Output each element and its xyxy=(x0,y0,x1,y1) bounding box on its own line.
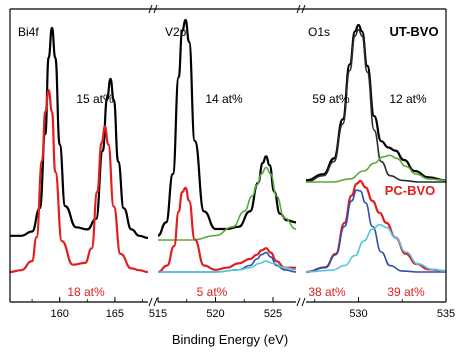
series-line-ut-bvo-fit-lattice-o xyxy=(305,28,447,183)
annotation-lower: 5 at% xyxy=(197,285,228,299)
x-tick-label: 525 xyxy=(264,308,282,320)
series-line-pc-bvo-fit-v5 xyxy=(158,251,297,273)
series-line-ut-bvo-fit xyxy=(158,166,297,241)
annotation-upper: 15 at% xyxy=(76,92,114,106)
series-line-pc-bvo-fit-surface-o xyxy=(305,223,447,273)
series-line-ut-bvo xyxy=(10,26,149,239)
x-tick-label: 520 xyxy=(206,308,224,320)
sample-label-bottom: PC-BVO xyxy=(385,183,436,198)
annotation-lower-right: 39 at% xyxy=(387,285,425,299)
series-line-ut-bvo-fit-surface-o xyxy=(306,154,447,183)
x-axis-label: Binding Energy (eV) xyxy=(172,332,288,347)
bi4f-panel: 160 165 Bi4f 15 at% 18 at% xyxy=(9,25,149,320)
annotation-lower-left: 38 at% xyxy=(308,285,346,299)
sample-label-top: UT-BVO xyxy=(389,24,438,39)
axis-break-mark xyxy=(296,297,301,307)
axis-break-mark xyxy=(153,297,158,307)
series-line-pc-bvo-fit-v4 xyxy=(158,260,297,273)
x-tick-label: 160 xyxy=(51,308,69,320)
panel-label-o1s: O1s xyxy=(308,25,330,39)
v2p-panel: 515 520 525 V2p 14 at% 5 at% xyxy=(149,18,297,320)
o1s-panel: 530 535 O1s 59 at% 12 at% 38 at% 39 at% UT-BVO P… xyxy=(305,23,455,320)
series-line-pc-bvo-fit-lattice-o xyxy=(305,189,446,273)
annotation-upper-left: 59 at% xyxy=(312,92,350,106)
x-tick-label: 535 xyxy=(437,308,455,320)
series-line-pc-bvo xyxy=(9,88,149,274)
annotation-upper: 14 at% xyxy=(205,92,243,106)
series-line-ut-bvo xyxy=(305,23,447,182)
panel-label-v2p: V2p xyxy=(165,25,187,39)
x-tick-label: 165 xyxy=(106,308,124,320)
axis-break-mark xyxy=(148,297,153,307)
x-tick-label: 530 xyxy=(349,308,367,320)
annotation-lower: 18 at% xyxy=(67,285,105,299)
series-line-ut-bvo xyxy=(157,18,297,237)
series-line-pc-bvo xyxy=(157,186,296,274)
axis-break-mark xyxy=(301,297,306,307)
x-tick-label: 515 xyxy=(149,308,167,320)
annotation-upper-right: 12 at% xyxy=(389,92,427,106)
panel-label-bi4f: Bi4f xyxy=(18,25,39,39)
